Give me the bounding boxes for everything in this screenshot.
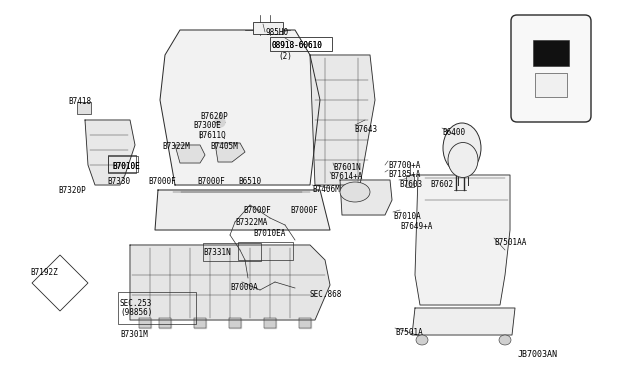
Text: B7000F: B7000F: [197, 177, 225, 186]
Text: SEC.868: SEC.868: [310, 290, 342, 299]
Bar: [253, 22, 283, 34]
Text: B7418: B7418: [68, 97, 91, 106]
Polygon shape: [159, 318, 171, 328]
Polygon shape: [85, 120, 135, 185]
Text: 08918-60610: 08918-60610: [272, 41, 323, 50]
Ellipse shape: [499, 335, 511, 345]
Text: B7000F: B7000F: [148, 177, 176, 186]
Polygon shape: [194, 318, 206, 328]
Text: B7643: B7643: [354, 125, 377, 134]
Bar: [270, 37, 332, 51]
Text: B7501AA: B7501AA: [494, 238, 526, 247]
Text: B7611Q: B7611Q: [198, 131, 226, 140]
Polygon shape: [415, 175, 510, 305]
Ellipse shape: [340, 182, 370, 202]
Text: B7700+A: B7700+A: [388, 161, 420, 170]
Text: B7185+A: B7185+A: [388, 170, 420, 179]
Text: B7000A: B7000A: [230, 283, 258, 292]
FancyBboxPatch shape: [511, 15, 591, 122]
Circle shape: [215, 117, 225, 127]
Bar: [406, 175, 414, 187]
Text: B6400: B6400: [442, 128, 465, 137]
Bar: [533, 40, 569, 66]
Polygon shape: [139, 318, 151, 328]
Text: B7602: B7602: [430, 180, 453, 189]
Polygon shape: [299, 318, 311, 328]
Text: B7301M: B7301M: [120, 330, 148, 339]
Polygon shape: [340, 180, 392, 215]
Text: 985H0: 985H0: [265, 28, 288, 37]
Text: B7331N: B7331N: [203, 248, 231, 257]
Text: B7320P: B7320P: [58, 186, 86, 195]
Ellipse shape: [443, 123, 481, 173]
Ellipse shape: [416, 335, 428, 345]
Bar: [203, 243, 261, 261]
Bar: [118, 292, 196, 324]
Text: B7010E: B7010E: [112, 162, 140, 171]
Polygon shape: [215, 143, 245, 162]
Text: 08918-60610: 08918-60610: [272, 41, 323, 50]
Polygon shape: [229, 318, 241, 328]
Text: B7603: B7603: [399, 180, 422, 189]
Text: (2): (2): [278, 52, 292, 61]
Text: JB7003AN: JB7003AN: [518, 350, 558, 359]
Text: B7601N: B7601N: [333, 163, 361, 172]
Bar: [238, 242, 293, 260]
Text: B7300E: B7300E: [193, 121, 221, 130]
Polygon shape: [155, 190, 330, 230]
Text: B7000F: B7000F: [290, 206, 317, 215]
Text: B7000F: B7000F: [243, 206, 271, 215]
Polygon shape: [175, 145, 205, 163]
Text: B7330: B7330: [107, 177, 130, 186]
Text: B7010A: B7010A: [393, 212, 420, 221]
Text: SEC.253: SEC.253: [120, 299, 152, 308]
Polygon shape: [310, 55, 375, 185]
Text: B7405M: B7405M: [210, 142, 237, 151]
Text: B7322MA: B7322MA: [235, 218, 268, 227]
Bar: [108, 156, 138, 172]
Text: B7649+A: B7649+A: [400, 222, 433, 231]
Polygon shape: [264, 318, 276, 328]
Text: B7192Z: B7192Z: [30, 268, 58, 277]
Polygon shape: [412, 308, 515, 335]
Text: B7010EA: B7010EA: [253, 229, 285, 238]
Polygon shape: [130, 245, 330, 320]
Text: B6510: B6510: [238, 177, 261, 186]
Text: B7620P: B7620P: [200, 112, 228, 121]
Bar: [108, 155, 136, 173]
Text: B7406M: B7406M: [312, 185, 340, 194]
Text: B7010E: B7010E: [112, 162, 140, 171]
Text: B7322M: B7322M: [162, 142, 189, 151]
Text: B7614+A: B7614+A: [330, 172, 362, 181]
Text: (98856): (98856): [120, 308, 152, 317]
Ellipse shape: [448, 142, 478, 177]
Bar: [77, 102, 91, 114]
Text: B7501A: B7501A: [395, 328, 423, 337]
Polygon shape: [160, 30, 320, 185]
Bar: [535, 73, 567, 97]
